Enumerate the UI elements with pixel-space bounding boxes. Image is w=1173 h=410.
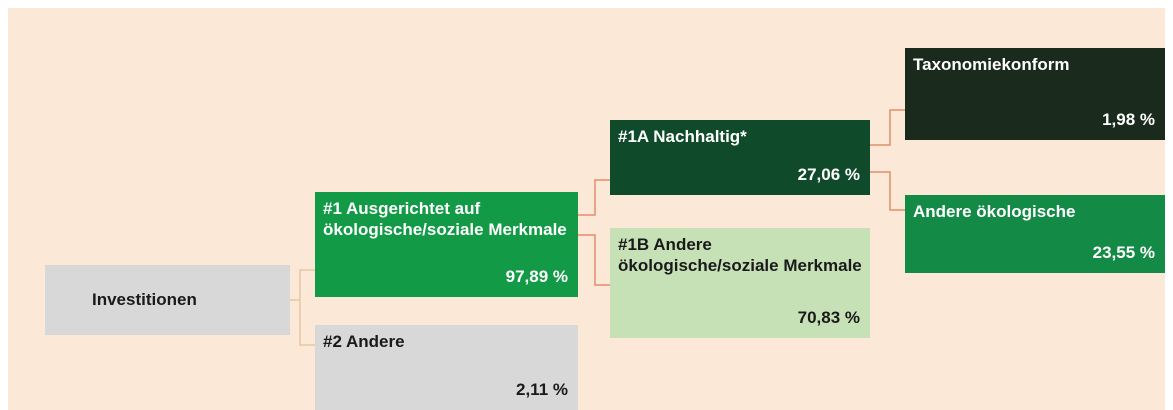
- node-value: 27,06 %: [797, 165, 860, 184]
- connector: [578, 179, 610, 286]
- node-label: Investitionen: [92, 290, 197, 309]
- node: Taxonomiekonform 1,98 %: [905, 48, 1165, 140]
- node-label: #1A Nachhaltig*: [618, 127, 747, 146]
- node-value: 23,55 %: [1092, 243, 1155, 262]
- node: #1A Nachhaltig* 27,06 %: [610, 120, 870, 195]
- node: #1B Andere ökologische/soziale Merkmale 7…: [610, 228, 870, 338]
- node-value: 70,83 %: [797, 308, 860, 327]
- node: Investitionen: [45, 265, 290, 335]
- node: #2 Andere 2,11 %: [315, 325, 578, 410]
- node-value: 2,11 %: [516, 380, 568, 399]
- node: Andere ökologische 23,55 %: [905, 195, 1165, 273]
- node-label: #1B Andere ökologische/soziale Merkmale: [618, 235, 862, 275]
- connector: [290, 269, 315, 346]
- node-label: #1 Ausgerichtet auf ökologische/soziale …: [323, 199, 567, 239]
- node-label: Taxonomiekonform: [913, 55, 1070, 74]
- node-value: 97,89 %: [505, 267, 568, 286]
- connector: [870, 109, 905, 211]
- node-label: Andere ökologische: [913, 202, 1076, 221]
- node: #1 Ausgerichtet auf ökologische/soziale …: [315, 192, 578, 297]
- node-label: #2 Andere: [323, 332, 405, 351]
- node-value: 1,98 %: [1102, 110, 1155, 129]
